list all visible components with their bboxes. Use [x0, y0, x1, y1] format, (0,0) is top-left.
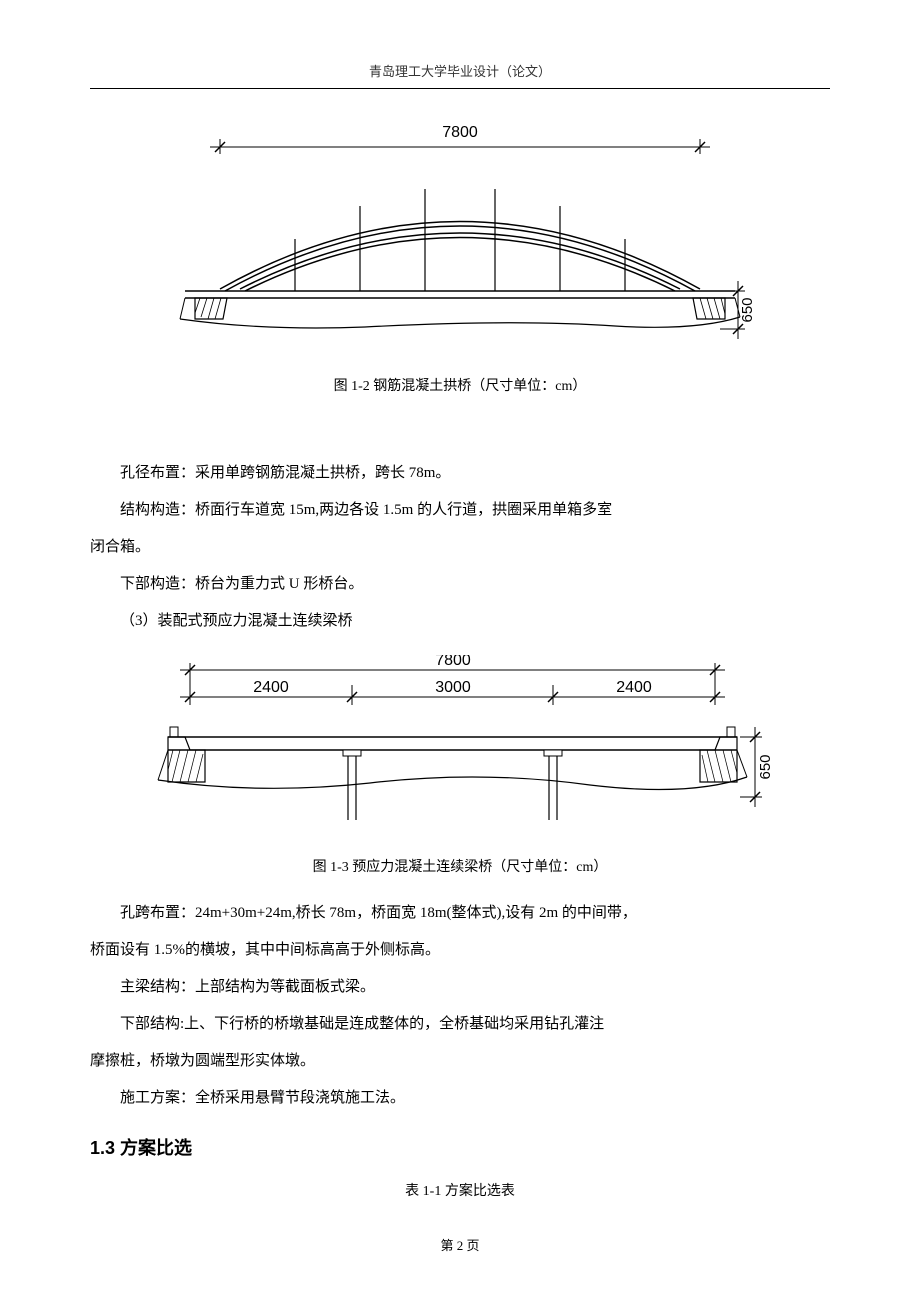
paragraph-4: （3）装配式预应力混凝土连续梁桥: [90, 608, 830, 635]
header-line: [90, 88, 830, 89]
dim-7800-top: 7800: [442, 124, 478, 141]
header-text: 青岛理工大学毕业设计（论文）: [90, 60, 830, 83]
arch-bridge-diagram: 7800: [165, 119, 755, 359]
paragraph-8: 施工方案：全桥采用悬臂节段浇筑施工法。: [90, 1085, 830, 1112]
figure-2-container: 7800 2400 3000 2400: [90, 655, 830, 880]
paragraph-7a: 下部结构:上、下行桥的桥墩基础是连成整体的，全桥基础均采用钻孔灌注: [90, 1011, 830, 1038]
paragraph-2b: 闭合箱。: [90, 534, 830, 561]
table-title: 表 1-1 方案比选表: [90, 1179, 830, 1204]
dim-2400-right: 2400: [616, 679, 652, 696]
dim-3000-mid: 3000: [435, 679, 471, 696]
paragraph-1: 孔径布置：采用单跨钢筋混凝土拱桥，跨长 78m。: [90, 460, 830, 487]
dim-650-fig2: 650: [757, 754, 774, 779]
paragraph-7b: 摩擦桩，桥墩为圆端型形实体墩。: [90, 1048, 830, 1075]
figure-1-container: 7800: [90, 119, 830, 399]
dim-7800-fig2: 7800: [435, 655, 471, 669]
figure-2-caption: 图 1-3 预应力混凝土连续梁桥（尺寸单位：cm）: [90, 855, 830, 880]
paragraph-3: 下部构造：桥台为重力式 U 形桥台。: [90, 571, 830, 598]
paragraph-2a: 结构构造：桥面行车道宽 15m,两边各设 1.5m 的人行道，拱圈采用单箱多室: [90, 497, 830, 524]
section-heading: 1.3 方案比选: [90, 1132, 830, 1164]
dim-2400-left: 2400: [253, 679, 289, 696]
figure-1-caption: 图 1-2 钢筋混凝土拱桥（尺寸单位：cm）: [90, 374, 830, 399]
paragraph-5a: 孔跨布置：24m+30m+24m,桥长 78m，桥面宽 18m(整体式),设有 …: [90, 900, 830, 927]
dim-650-right: 650: [739, 298, 755, 323]
page-number: 第 2 页: [90, 1234, 830, 1257]
paragraph-6: 主梁结构：上部结构为等截面板式梁。: [90, 974, 830, 1001]
paragraph-5b: 桥面设有 1.5%的横坡，其中中间标高高于外侧标高。: [90, 937, 830, 964]
continuous-beam-diagram: 7800 2400 3000 2400: [140, 655, 780, 840]
